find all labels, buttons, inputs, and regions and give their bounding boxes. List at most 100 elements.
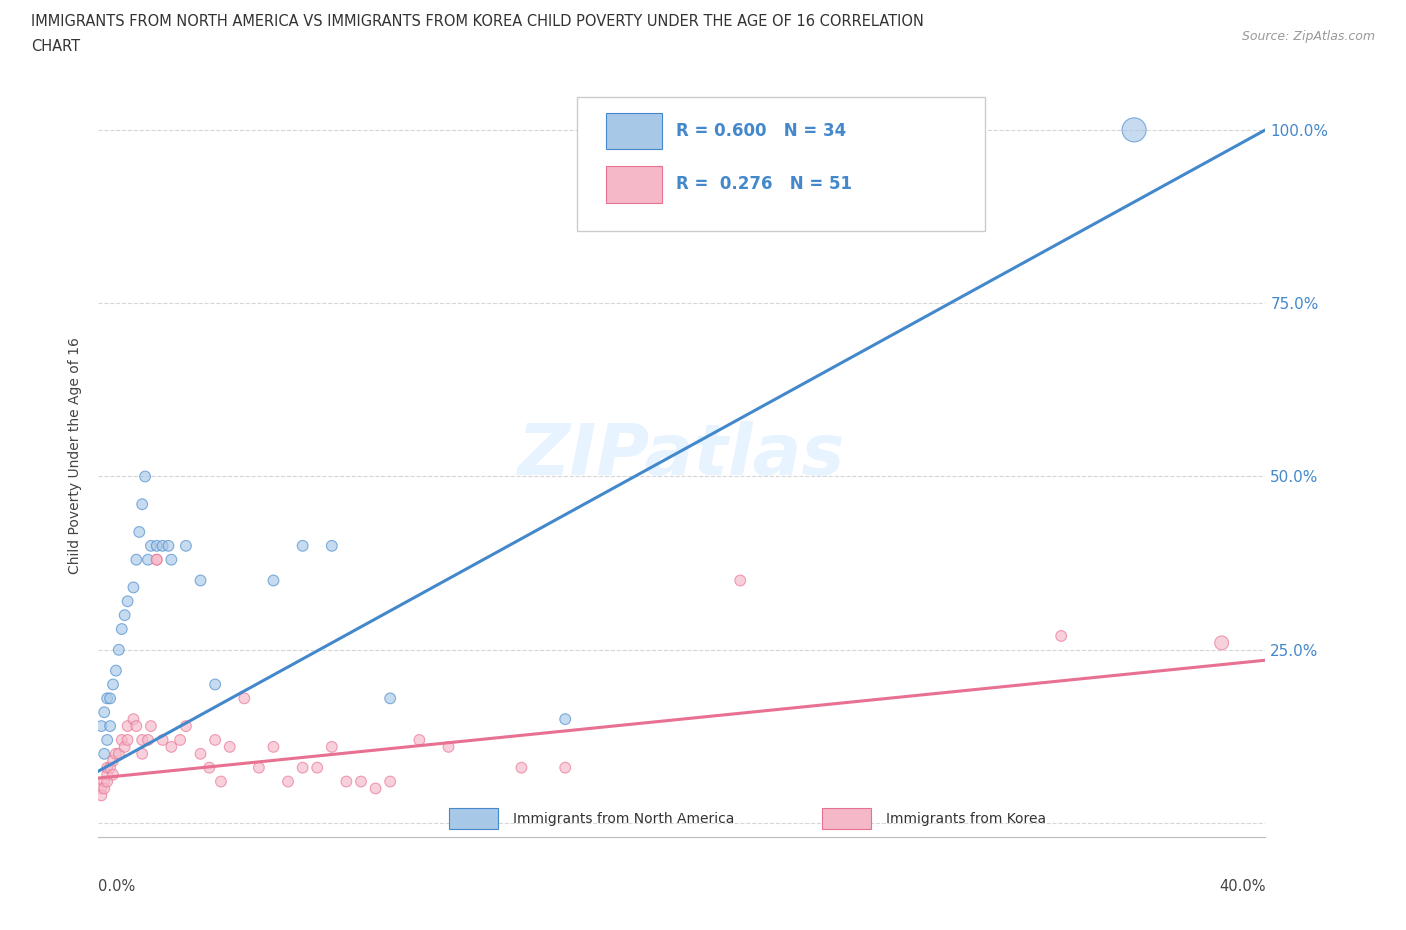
Point — [114, 607, 136, 622]
Point — [131, 497, 153, 512]
Text: Source: ZipAtlas.com: Source: ZipAtlas.com — [1241, 30, 1375, 43]
Text: IMMIGRANTS FROM NORTH AMERICA VS IMMIGRANTS FROM KOREA CHILD POVERTY UNDER THE A: IMMIGRANTS FROM NORTH AMERICA VS IMMIGRA… — [31, 14, 924, 29]
Point — [93, 705, 115, 720]
Point — [98, 760, 121, 775]
Point — [262, 739, 284, 754]
Point — [117, 594, 139, 609]
Point — [117, 719, 139, 734]
FancyBboxPatch shape — [449, 808, 498, 830]
Point — [364, 781, 387, 796]
Point — [157, 538, 180, 553]
Point — [554, 760, 576, 775]
Point — [96, 691, 118, 706]
Point — [114, 739, 136, 754]
Text: 40.0%: 40.0% — [1219, 879, 1265, 894]
Point — [122, 711, 145, 726]
Point — [136, 552, 159, 567]
Point — [160, 552, 183, 567]
Point — [139, 538, 162, 553]
Point — [96, 733, 118, 748]
Point — [136, 733, 159, 748]
Point — [152, 733, 174, 748]
Text: CHART: CHART — [31, 39, 80, 54]
FancyBboxPatch shape — [576, 98, 986, 231]
Point — [96, 767, 118, 782]
Point — [117, 733, 139, 748]
FancyBboxPatch shape — [606, 113, 662, 149]
Point — [93, 747, 115, 762]
Point — [321, 739, 343, 754]
Point — [510, 760, 533, 775]
Point — [160, 739, 183, 754]
Point — [93, 781, 115, 796]
Point — [131, 747, 153, 762]
Point — [350, 774, 373, 789]
Point — [204, 733, 226, 748]
Point — [101, 753, 124, 768]
FancyBboxPatch shape — [606, 166, 662, 203]
Point — [190, 573, 212, 588]
Point — [169, 733, 191, 748]
Text: R = 0.600   N = 34: R = 0.600 N = 34 — [676, 122, 846, 140]
Y-axis label: Child Poverty Under the Age of 16: Child Poverty Under the Age of 16 — [69, 338, 83, 574]
Point — [174, 538, 197, 553]
Point — [134, 469, 156, 484]
Text: ZIPatlas: ZIPatlas — [519, 421, 845, 490]
Point — [378, 691, 402, 706]
Point — [125, 552, 148, 567]
Point — [98, 691, 121, 706]
Point — [111, 621, 134, 636]
Point — [146, 552, 169, 567]
Point — [146, 552, 169, 567]
Point — [108, 747, 131, 762]
Point — [98, 719, 121, 734]
Point — [101, 677, 124, 692]
Point — [139, 719, 162, 734]
Point — [96, 760, 118, 775]
Point — [378, 774, 402, 789]
Point — [277, 774, 299, 789]
Point — [96, 774, 118, 789]
Point — [104, 663, 127, 678]
Point — [247, 760, 270, 775]
Point — [101, 767, 124, 782]
Point — [111, 733, 134, 748]
Point — [122, 580, 145, 595]
Point — [218, 739, 240, 754]
Point — [128, 525, 150, 539]
Point — [152, 538, 174, 553]
Point — [408, 733, 430, 748]
Point — [209, 774, 232, 789]
Point — [93, 774, 115, 789]
Point — [90, 719, 112, 734]
Point — [728, 573, 751, 588]
Point — [190, 747, 212, 762]
Text: Immigrants from North America: Immigrants from North America — [513, 812, 734, 826]
Point — [291, 538, 314, 553]
Point — [104, 747, 127, 762]
Point — [291, 760, 314, 775]
Point — [934, 123, 956, 138]
Point — [1211, 635, 1233, 650]
Text: R =  0.276   N = 51: R = 0.276 N = 51 — [676, 175, 852, 193]
Point — [321, 538, 343, 553]
Point — [90, 781, 112, 796]
Point — [108, 643, 131, 658]
Point — [233, 691, 256, 706]
Point — [437, 739, 460, 754]
FancyBboxPatch shape — [823, 808, 870, 830]
Text: Immigrants from Korea: Immigrants from Korea — [886, 812, 1046, 826]
Point — [307, 760, 329, 775]
Point — [1050, 629, 1073, 644]
Text: 0.0%: 0.0% — [98, 879, 135, 894]
Point — [204, 677, 226, 692]
Point — [198, 760, 221, 775]
Point — [262, 573, 284, 588]
Point — [146, 538, 169, 553]
Point — [554, 711, 576, 726]
Point — [335, 774, 357, 789]
Point — [131, 733, 153, 748]
Point — [125, 719, 148, 734]
Point — [90, 788, 112, 803]
Point — [1123, 123, 1146, 138]
